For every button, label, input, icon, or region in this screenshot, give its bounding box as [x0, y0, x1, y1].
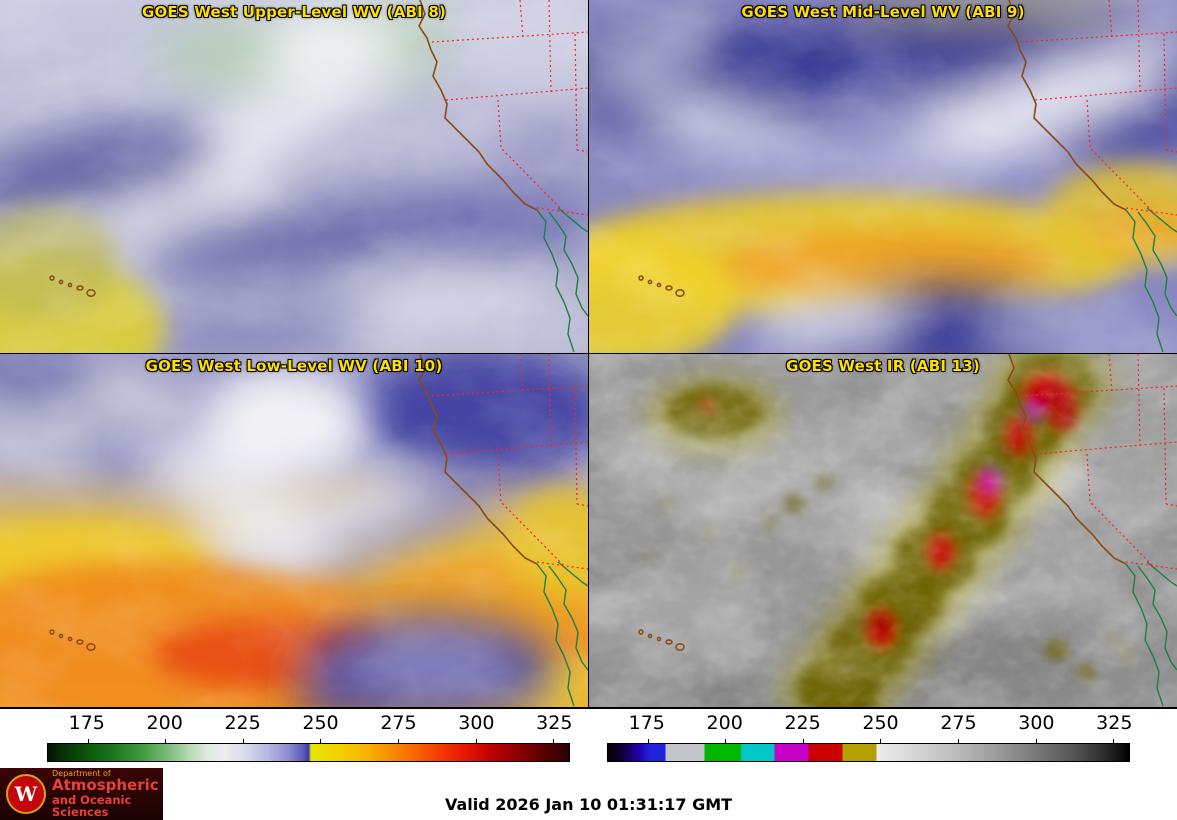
tick-mark [165, 739, 167, 744]
colorbar-ir [607, 739, 1130, 762]
satellite-panel-grid: GOES West Upper-Level WV (ABI 8) [0, 0, 1177, 709]
colorbar-wv-group: 175 200 225 250 275 300 325 [47, 711, 573, 762]
tick-mark [87, 739, 89, 744]
satellite-image-low-wv [0, 354, 588, 707]
colorbar-ir-tick-labels: 175 200 225 250 275 300 325 [607, 711, 1133, 741]
panel-title-ir: GOES West IR (ABI 13) [786, 357, 980, 375]
panel-title-low-wv: GOES West Low-Level WV (ABI 10) [145, 357, 443, 375]
panel-upper-level-wv: GOES West Upper-Level WV (ABI 8) [0, 0, 588, 353]
tick-mark [1113, 739, 1115, 744]
tick-label: 300 [1018, 712, 1055, 734]
uw-crest-icon: W [6, 774, 46, 814]
tick-label: 300 [458, 712, 495, 734]
colorbar-wv [47, 739, 570, 762]
panel-title-mid-wv: GOES West Mid-Level WV (ABI 9) [741, 3, 1025, 21]
tick-mark [958, 739, 960, 744]
tick-label: 250 [862, 712, 899, 734]
satellite-image-upper-wv [0, 0, 588, 353]
tick-mark [475, 739, 477, 744]
tick-mark [647, 739, 649, 744]
tick-mark [802, 739, 804, 744]
footer: 175 200 225 250 275 300 325 175 20 [0, 709, 1177, 820]
tick-label: 225 [224, 712, 261, 734]
uw-aos-logo: W Department of Atmospheric and Oceanic … [0, 768, 163, 820]
tick-mark [553, 739, 555, 744]
tick-mark [1035, 739, 1037, 744]
logo-name-line2: and Oceanic Sciences [52, 793, 132, 820]
tick-label: 250 [302, 712, 339, 734]
tick-label: 275 [940, 712, 977, 734]
panel-low-level-wv: GOES West Low-Level WV (ABI 10) [0, 354, 588, 707]
tick-label: 175 [68, 712, 105, 734]
panel-mid-level-wv: GOES West Mid-Level WV (ABI 9) [589, 0, 1177, 353]
tick-mark [242, 739, 244, 744]
logo-name-line1: Atmospheric [52, 776, 159, 795]
tick-mark [398, 739, 400, 744]
satellite-image-ir [589, 354, 1177, 707]
logo-dept-line: Department of [52, 768, 111, 778]
tick-label: 275 [380, 712, 417, 734]
satellite-image-mid-wv [589, 0, 1177, 353]
colorbar-wv-tick-labels: 175 200 225 250 275 300 325 [47, 711, 573, 741]
tick-label: 175 [628, 712, 665, 734]
panel-ir: GOES West IR (ABI 13) [589, 354, 1177, 707]
tick-label: 200 [146, 712, 183, 734]
valid-time-label: Valid 2026 Jan 10 01:31:17 GMT [444, 795, 733, 814]
tick-mark [880, 739, 882, 744]
colorbar-ir-group: 175 200 225 250 275 300 325 [607, 711, 1133, 762]
tick-label: 325 [536, 712, 573, 734]
uw-aos-logo-text: Department of Atmospheric and Oceanic Sc… [52, 768, 163, 820]
tick-mark [320, 739, 322, 744]
panel-title-upper-wv: GOES West Upper-Level WV (ABI 8) [141, 3, 447, 21]
tick-label: 325 [1096, 712, 1133, 734]
tick-label: 225 [784, 712, 821, 734]
tick-mark [725, 739, 727, 744]
tick-label: 200 [706, 712, 743, 734]
